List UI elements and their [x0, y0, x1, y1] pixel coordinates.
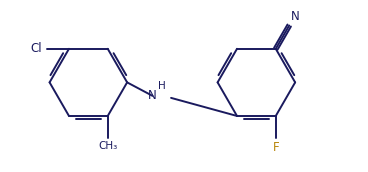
Text: N: N: [148, 89, 157, 102]
Text: N: N: [291, 10, 300, 23]
Text: CH₃: CH₃: [98, 141, 117, 151]
Text: F: F: [272, 141, 279, 154]
Text: H: H: [158, 81, 166, 91]
Text: Cl: Cl: [31, 42, 42, 55]
